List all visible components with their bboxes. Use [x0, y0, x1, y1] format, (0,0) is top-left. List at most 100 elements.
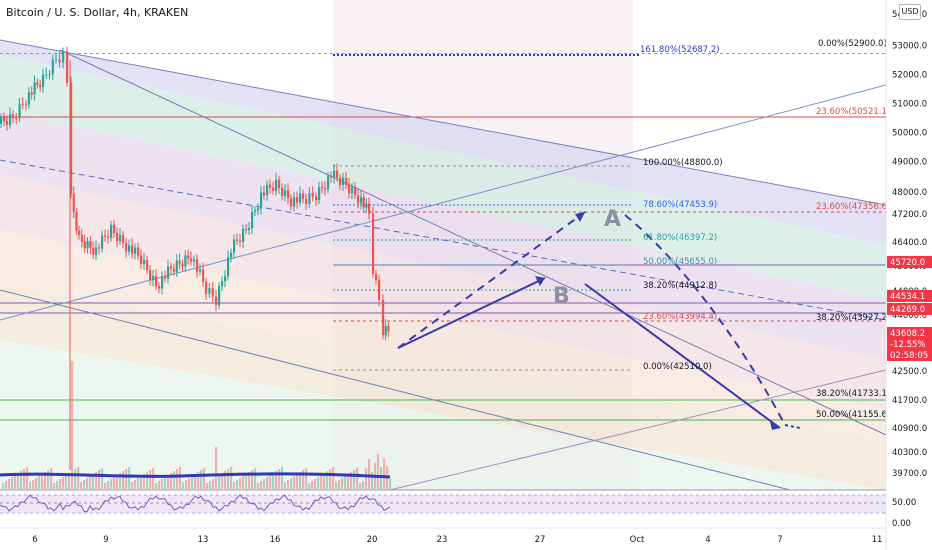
volume-bar [128, 467, 131, 489]
volume-bar [269, 475, 272, 489]
volume-bar [2, 483, 5, 489]
volume-bar [305, 468, 308, 489]
candle-body [336, 170, 339, 178]
volume-bar [383, 458, 386, 489]
candle-body [318, 187, 321, 201]
time-axis [0, 528, 886, 550]
volume-bar [59, 479, 62, 489]
candle-body [333, 170, 336, 178]
volume-bar [164, 477, 167, 489]
fib-label: 23.60%(47356.6) [816, 202, 890, 212]
trend-line [0, 84, 887, 321]
fib-label: 23.60%(43994.4) [643, 312, 717, 322]
candle-body [260, 192, 263, 209]
volume-bar [104, 483, 107, 489]
volume-bar [107, 481, 110, 489]
volume-bar [44, 472, 47, 489]
volume-bar [230, 467, 233, 489]
candle-body [299, 193, 302, 203]
rsi-line [0, 494, 391, 513]
time-tick-label: 20 [367, 535, 378, 545]
candle-body [86, 241, 89, 249]
volume-bar [257, 483, 260, 489]
wave-arrow-down [584, 283, 781, 429]
candle-body [308, 193, 311, 204]
volume-bar [176, 469, 179, 489]
time-tick-label: 7 [777, 535, 782, 545]
candle-body [42, 74, 45, 87]
candle-body [382, 300, 385, 336]
candle-body [48, 74, 51, 76]
channel-band [0, 40, 886, 245]
channel-band [0, 175, 886, 410]
price-badge [887, 338, 932, 350]
volume-bar [62, 477, 65, 489]
channel-band [0, 340, 886, 490]
time-tick-label: 9 [103, 535, 108, 545]
candle-body [266, 184, 269, 196]
volume-bar [302, 470, 305, 489]
volume-bar [47, 470, 50, 489]
volume-bar [221, 473, 224, 489]
volume-bar [266, 477, 269, 489]
fib-label: 161.80%(52687.2) [640, 45, 720, 55]
price-tick-label: 49000.0 [892, 158, 927, 168]
volume-bar [116, 475, 119, 489]
candle-body [152, 276, 155, 281]
candle-body [104, 235, 107, 237]
volume-bar [356, 468, 359, 489]
volume-bar [188, 478, 191, 489]
candle-body [227, 257, 230, 277]
volume-bar [251, 470, 254, 489]
volume-bar [248, 472, 251, 489]
candle-body [233, 239, 236, 253]
candle-body [66, 51, 69, 83]
trend-line [389, 369, 887, 491]
candle-body [155, 276, 158, 287]
volume-bar [365, 468, 368, 489]
price-badge-text: 43608.2 [890, 329, 925, 339]
candle-body [348, 185, 351, 194]
candle-body [143, 259, 146, 264]
candle-body [230, 252, 233, 258]
candle-body [290, 198, 293, 207]
candle-body [387, 326, 390, 332]
wave-arrow-b [397, 277, 546, 349]
volume-bar [185, 480, 188, 489]
candle-body [251, 212, 254, 229]
candle-body [254, 210, 257, 213]
wave-label-b: B [553, 284, 570, 309]
volume-bar [167, 475, 170, 489]
candle-body [15, 118, 18, 119]
candle-body [211, 288, 214, 297]
price-tick-label: 53000.0 [892, 42, 927, 52]
candle-body [83, 241, 86, 249]
channel-band [0, 110, 886, 360]
volume-bar [80, 482, 83, 489]
volume-bar [326, 471, 329, 489]
volume-bar [284, 482, 287, 489]
volume-bar [26, 467, 29, 489]
volume-bar [212, 479, 215, 489]
candle-body [119, 235, 122, 242]
candle-body [305, 198, 308, 204]
candle-body [257, 208, 260, 211]
volume-bar [332, 467, 335, 489]
price-tick-label: 46400.0 [892, 238, 927, 248]
time-tick-label: 16 [270, 535, 281, 545]
volume-bar [353, 470, 356, 489]
volume-bar [350, 472, 353, 489]
candle-body [193, 259, 196, 262]
currency-button[interactable]: USD [899, 4, 921, 20]
volume-bar [140, 476, 143, 489]
volume-bar [359, 483, 362, 489]
volume-bar [95, 472, 98, 489]
volume-bar [146, 472, 149, 489]
volume-bar [224, 471, 227, 489]
volume-bar [65, 475, 68, 489]
candle-body [21, 104, 24, 106]
volume-bar [320, 475, 323, 489]
candle-body [101, 235, 104, 249]
